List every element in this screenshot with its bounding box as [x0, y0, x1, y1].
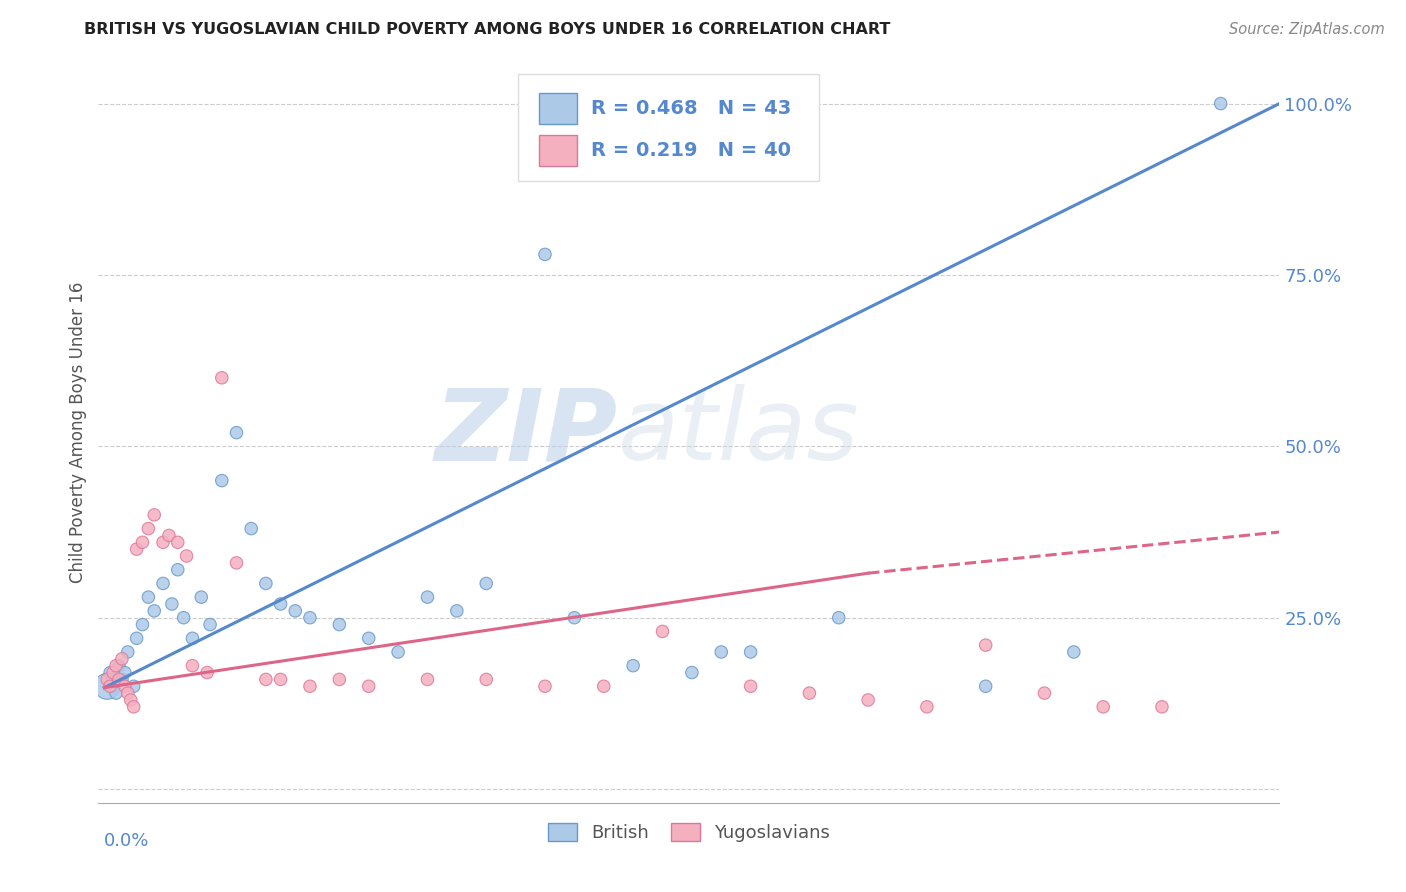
Point: [799, 686, 821, 700]
Point: [105, 658, 128, 673]
Point: [143, 508, 166, 522]
Point: [740, 645, 762, 659]
Point: [1092, 699, 1115, 714]
Point: [974, 679, 997, 693]
Point: [1150, 699, 1173, 714]
Point: [740, 679, 762, 693]
Point: [564, 611, 586, 625]
Text: BRITISH VS YUGOSLAVIAN CHILD POVERTY AMONG BOYS UNDER 16 CORRELATION CHART: BRITISH VS YUGOSLAVIAN CHILD POVERTY AMO…: [84, 22, 891, 37]
Point: [225, 556, 247, 570]
Point: [173, 611, 195, 625]
Point: [651, 624, 673, 639]
Point: [122, 679, 145, 693]
Point: [117, 645, 139, 659]
Point: [710, 645, 733, 659]
Point: [131, 535, 153, 549]
Point: [111, 673, 134, 687]
Point: [122, 699, 145, 714]
Y-axis label: Child Poverty Among Boys Under 16: Child Poverty Among Boys Under 16: [69, 282, 87, 583]
Point: [621, 658, 644, 673]
Point: [98, 665, 121, 680]
Point: [254, 673, 277, 687]
Point: [114, 679, 136, 693]
Text: R = 0.468   N = 43: R = 0.468 N = 43: [591, 99, 792, 119]
Point: [111, 652, 134, 666]
Point: [138, 522, 160, 536]
Point: [120, 693, 142, 707]
Point: [475, 673, 498, 687]
Point: [974, 638, 997, 652]
Point: [681, 665, 703, 680]
Point: [181, 632, 204, 646]
Text: R = 0.219   N = 40: R = 0.219 N = 40: [591, 141, 792, 160]
Point: [254, 576, 277, 591]
Point: [357, 679, 380, 693]
Point: [101, 673, 124, 687]
Point: [211, 371, 233, 385]
Point: [446, 604, 468, 618]
Text: ZIP: ZIP: [434, 384, 619, 481]
Point: [592, 679, 614, 693]
Point: [298, 679, 321, 693]
Point: [108, 658, 131, 673]
Point: [190, 590, 212, 604]
FancyBboxPatch shape: [517, 73, 818, 181]
Point: [98, 679, 121, 693]
Point: [108, 673, 131, 687]
Point: [138, 590, 160, 604]
Point: [270, 673, 292, 687]
Point: [125, 632, 148, 646]
FancyBboxPatch shape: [538, 135, 576, 166]
Point: [131, 617, 153, 632]
Point: [117, 686, 139, 700]
Point: [387, 645, 409, 659]
Point: [416, 590, 439, 604]
Text: Source: ZipAtlas.com: Source: ZipAtlas.com: [1229, 22, 1385, 37]
Point: [166, 535, 188, 549]
Point: [152, 535, 174, 549]
FancyBboxPatch shape: [538, 93, 576, 124]
Point: [105, 686, 128, 700]
Point: [211, 474, 233, 488]
Point: [166, 563, 188, 577]
Point: [125, 542, 148, 557]
Point: [143, 604, 166, 618]
Point: [96, 673, 118, 687]
Point: [828, 611, 851, 625]
Point: [225, 425, 247, 440]
Point: [101, 665, 124, 680]
Point: [160, 597, 183, 611]
Point: [96, 679, 118, 693]
Point: [915, 699, 938, 714]
Point: [240, 522, 263, 536]
Point: [328, 617, 350, 632]
Point: [198, 617, 221, 632]
Point: [856, 693, 879, 707]
Point: [1033, 686, 1056, 700]
Point: [1063, 645, 1085, 659]
Point: [298, 611, 321, 625]
Point: [416, 673, 439, 687]
Point: [152, 576, 174, 591]
Point: [1209, 96, 1232, 111]
Point: [475, 576, 498, 591]
Point: [270, 597, 292, 611]
Point: [195, 665, 218, 680]
Point: [357, 632, 380, 646]
Legend: British, Yugoslavians: British, Yugoslavians: [541, 815, 837, 849]
Point: [114, 665, 136, 680]
Point: [534, 247, 557, 261]
Point: [284, 604, 307, 618]
Text: atlas: atlas: [619, 384, 859, 481]
Point: [157, 528, 180, 542]
Point: [328, 673, 350, 687]
Point: [534, 679, 557, 693]
Text: 0.0%: 0.0%: [104, 832, 149, 850]
Point: [181, 658, 204, 673]
Point: [176, 549, 198, 563]
